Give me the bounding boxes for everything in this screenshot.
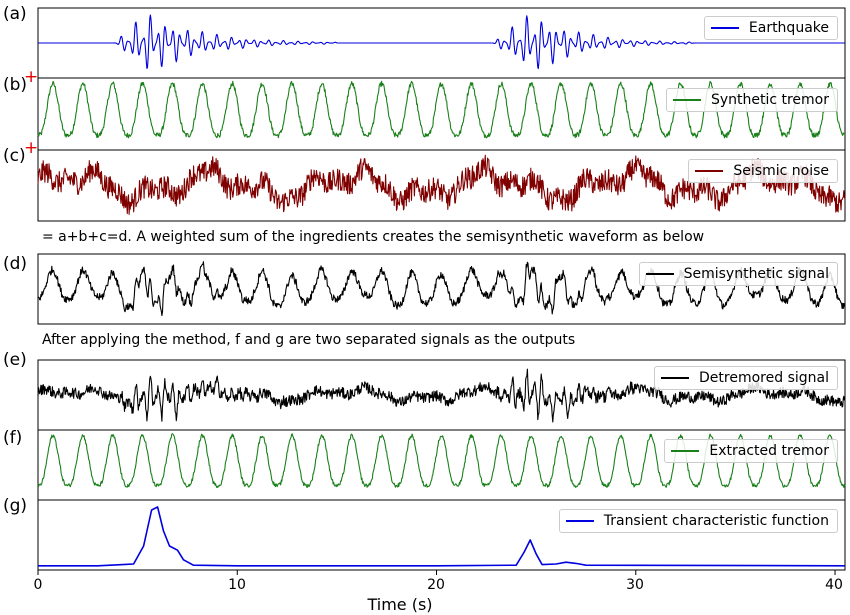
- legend-swatch-e: [661, 377, 690, 379]
- series-line-e: [37, 368, 846, 423]
- panel-label-e: (e): [3, 350, 27, 370]
- legend-text-f: Extracted tremor: [709, 443, 829, 459]
- legend-swatch-b: [672, 99, 701, 101]
- legend-f: Extracted tremor: [664, 439, 838, 463]
- legend-g: Transient characteristic function: [558, 509, 838, 533]
- annotation-weighted-sum: = a+b+c=d. A weighted sum of the ingredi…: [42, 229, 704, 245]
- series-line-g: [38, 506, 846, 567]
- panel-label-g: (g): [3, 496, 28, 516]
- panel-label-d: (d): [3, 254, 28, 274]
- legend-text-d: Semisynthetic signal: [683, 266, 829, 282]
- annotation-weighted-sum-text: = a+b+c=d. A weighted sum of the ingredi…: [42, 229, 705, 245]
- panel-frame-c: [37, 149, 846, 222]
- legend-swatch-a: [710, 27, 739, 29]
- legend-c: Seismic noise: [688, 159, 838, 183]
- legend-swatch-d: [645, 273, 674, 275]
- x-tick-20: 20: [427, 577, 445, 593]
- legend-text-c: Seismic noise: [733, 163, 829, 179]
- panel-label-f: (f): [3, 428, 23, 448]
- x-tick-10: 10: [228, 577, 246, 593]
- x-tick-40: 40: [825, 577, 843, 593]
- annotation-method-outputs: After applying the method, f and g are t…: [42, 332, 576, 348]
- x-axis-label: Time (s): [367, 595, 433, 614]
- legend-swatch-f: [671, 450, 700, 452]
- x-tick-0: 0: [33, 577, 43, 593]
- panel-frame-g: [37, 499, 846, 571]
- legend-text-e: Detremored signal: [699, 370, 829, 386]
- panel-frame-d: [37, 253, 846, 325]
- panel-label-c: (c): [3, 146, 26, 166]
- x-tick-30: 30: [626, 577, 644, 593]
- plus-marker-c: +: [24, 138, 39, 158]
- legend-a: Earthquake: [703, 16, 838, 40]
- legend-text-a: Earthquake: [748, 20, 829, 36]
- legend-text-b: Synthetic tremor: [710, 92, 829, 108]
- legend-swatch-c: [695, 170, 724, 172]
- series-line-a: [38, 14, 845, 70]
- series-line-b: [37, 80, 845, 139]
- panel-label-b: (b): [3, 75, 28, 95]
- legend-e: Detremored signal: [654, 366, 838, 390]
- legend-text-g: Transient characteristic function: [603, 513, 829, 529]
- plus-marker-b: +: [24, 67, 39, 87]
- legend-d: Semisynthetic signal: [638, 262, 838, 286]
- series-line-f: [37, 433, 846, 488]
- legend-b: Synthetic tremor: [665, 88, 838, 112]
- panel-label-a: (a): [3, 4, 27, 24]
- legend-swatch-g: [565, 520, 594, 522]
- series-line-c: [37, 154, 846, 215]
